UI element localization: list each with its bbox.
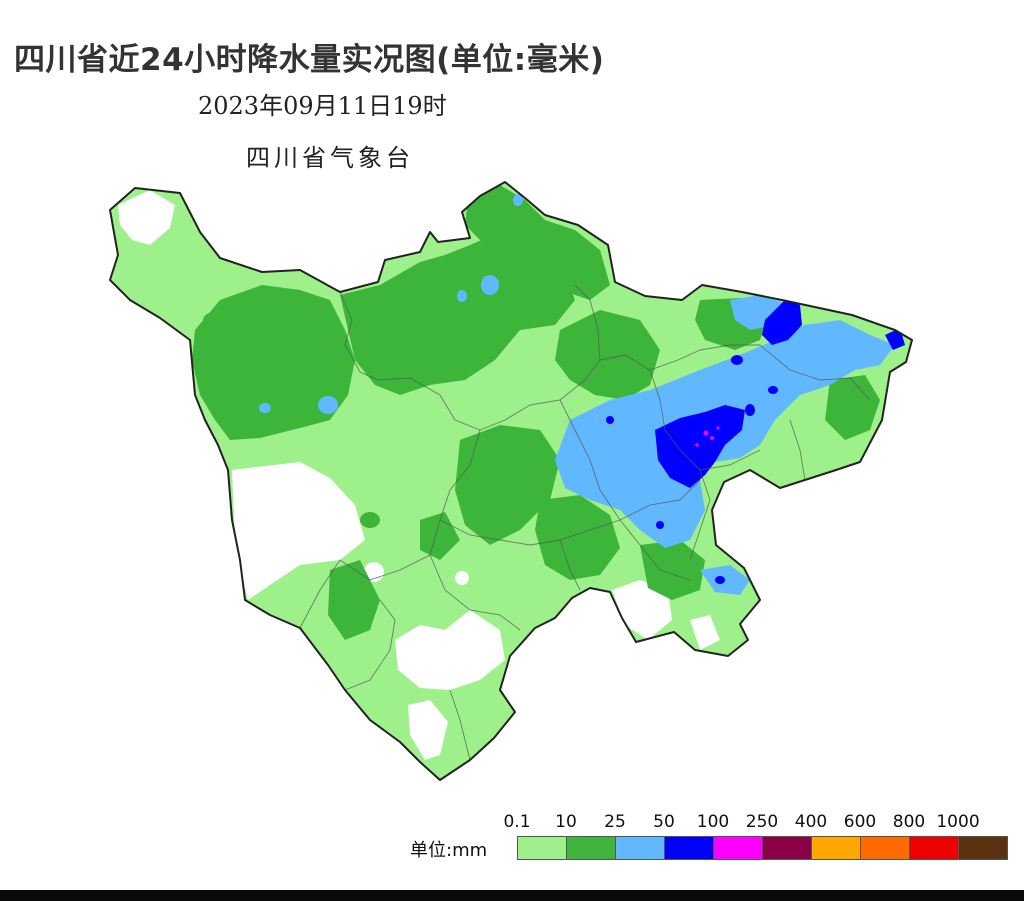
district-boundaries [299, 284, 871, 761]
legend-swatch-7 [861, 837, 910, 859]
moderate-rain-areas [192, 185, 880, 698]
legend-swatch-3 [665, 837, 714, 859]
legend-tick-label: 25 [604, 812, 626, 832]
legend-tick-label: 1000 [936, 812, 980, 832]
rainfall-layers [118, 185, 905, 760]
legend-swatch-1 [567, 837, 616, 859]
legend-swatch-6 [812, 837, 861, 859]
extreme-rain-spots [695, 426, 720, 447]
legend-swatch-0 [518, 837, 567, 859]
legend-tick-label: 50 [653, 812, 675, 832]
legend-unit-label: 单位:mm [410, 840, 488, 861]
legend-swatch-4 [714, 837, 763, 859]
legend-color-bar [517, 836, 1008, 860]
legend-tick-label: 250 [745, 812, 779, 832]
legend-tick-label: 0.1 [503, 812, 531, 832]
legend-swatch-9 [959, 837, 1007, 859]
map-datetime: 2023年09月11日19时 [198, 92, 447, 120]
legend-tick-labels: 0.1 10 25 50 100 250 400 600 800 1000 [500, 812, 1000, 836]
bottom-edge-strip [0, 890, 1024, 901]
map-title: 四川省近24小时降水量实况图(单位:毫米) [14, 42, 605, 78]
legend-tick-label: 100 [696, 812, 730, 832]
legend-tick-label: 800 [892, 812, 926, 832]
legend-swatch-8 [910, 837, 959, 859]
legend-swatch-5 [763, 837, 812, 859]
issuing-agency: 四川省气象台 [246, 144, 414, 172]
legend-tick-label: 10 [555, 812, 577, 832]
legend-tick-label: 400 [794, 812, 828, 832]
legend-tick-label: 600 [843, 812, 877, 832]
legend-swatch-2 [616, 837, 665, 859]
